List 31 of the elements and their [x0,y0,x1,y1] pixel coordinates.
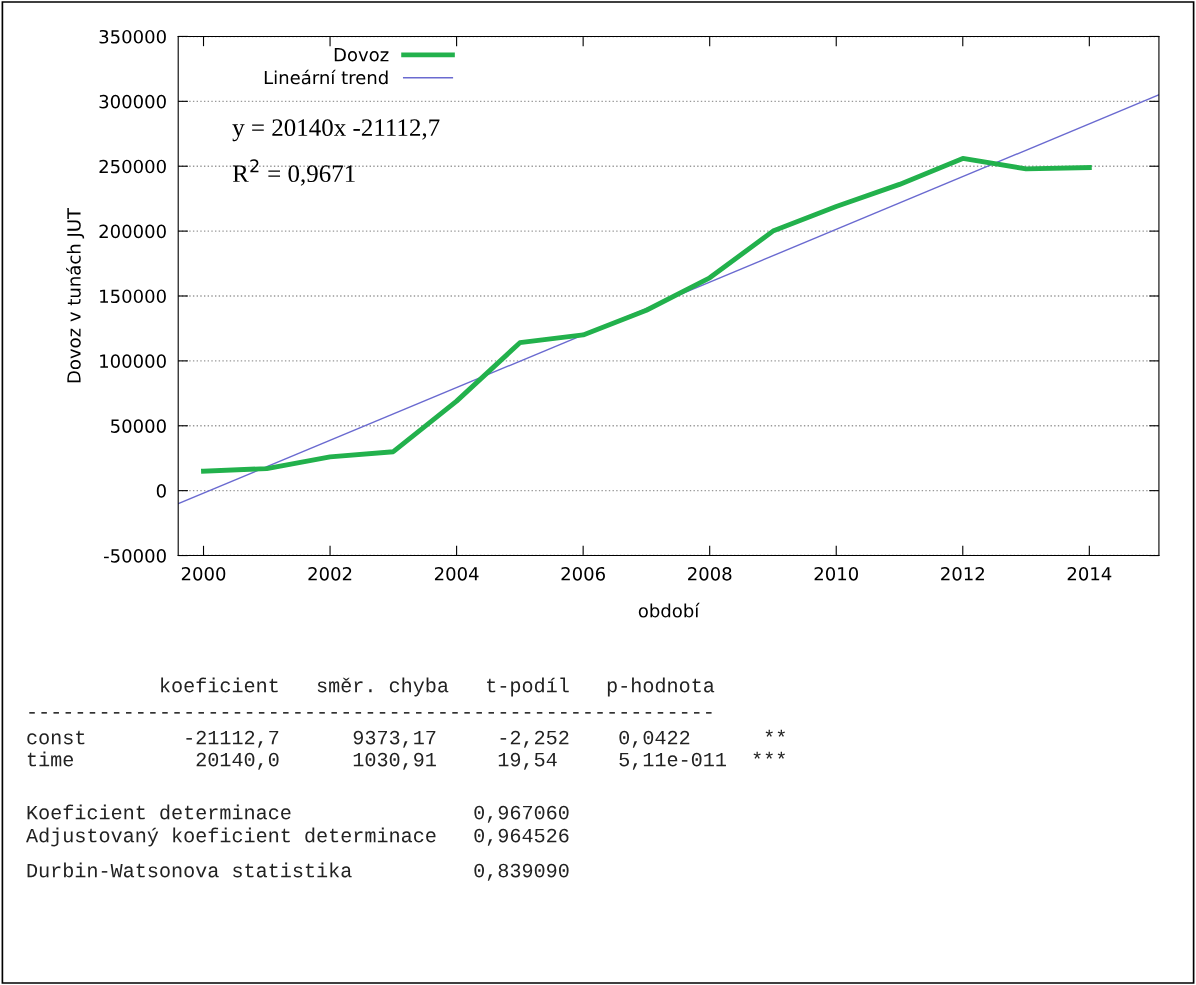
text: --------------------------------------------------------- [29,712,712,714]
x-tick-label: 2006 [561,566,605,581]
text: Adjustovaný koeficient determinace 0,964526 [26,827,569,847]
x-axis-title: období [638,602,700,618]
x-tick-label: 2014 [1067,566,1112,581]
y-tick-label: 250000 [99,159,166,174]
annotation: R$^{2}$ = 0,9671 [232,159,355,186]
y-tick-label: 200000 [99,224,166,239]
y-axis-title: Dovoz v tunách JUT [66,207,85,383]
x-tick-label: 2000 [181,566,226,581]
annotation: y = 20140x -21112,7 [232,119,440,142]
y-tick-label: 100000 [100,354,166,368]
text: time 20140,0 1030,91 19,54 5,11e-011 *** [27,751,785,770]
x-tick-label: 2012 [941,566,984,581]
legend-label: Dovoz [334,48,389,62]
legend-label: Lineární trend [264,69,388,85]
y-tick-label: 0 [156,484,166,498]
y-tick-label: 50000 [111,419,166,433]
text: const -21112,7 9373,17 -2,252 0,0422 ** [27,729,785,748]
y-tick-label: 350000 [99,29,166,44]
line-series [201,156,1092,474]
text: Koeficient determinace 0,967060 [27,804,569,823]
y-tick-label: -50000 [104,549,166,563]
x-tick-label: 2010 [814,566,859,581]
text: Durbin-Watsonova statistika 0,839090 [27,862,569,881]
x-tick-label: 2004 [434,566,479,581]
y-tick-label: 150000 [100,289,166,304]
x-tick-label: 2002 [308,566,352,581]
x-tick-label: 2008 [688,566,732,581]
y-tick-label: 300000 [99,94,166,109]
text: koeficient směr. chyba t-podíl p-hodnota [161,677,715,697]
